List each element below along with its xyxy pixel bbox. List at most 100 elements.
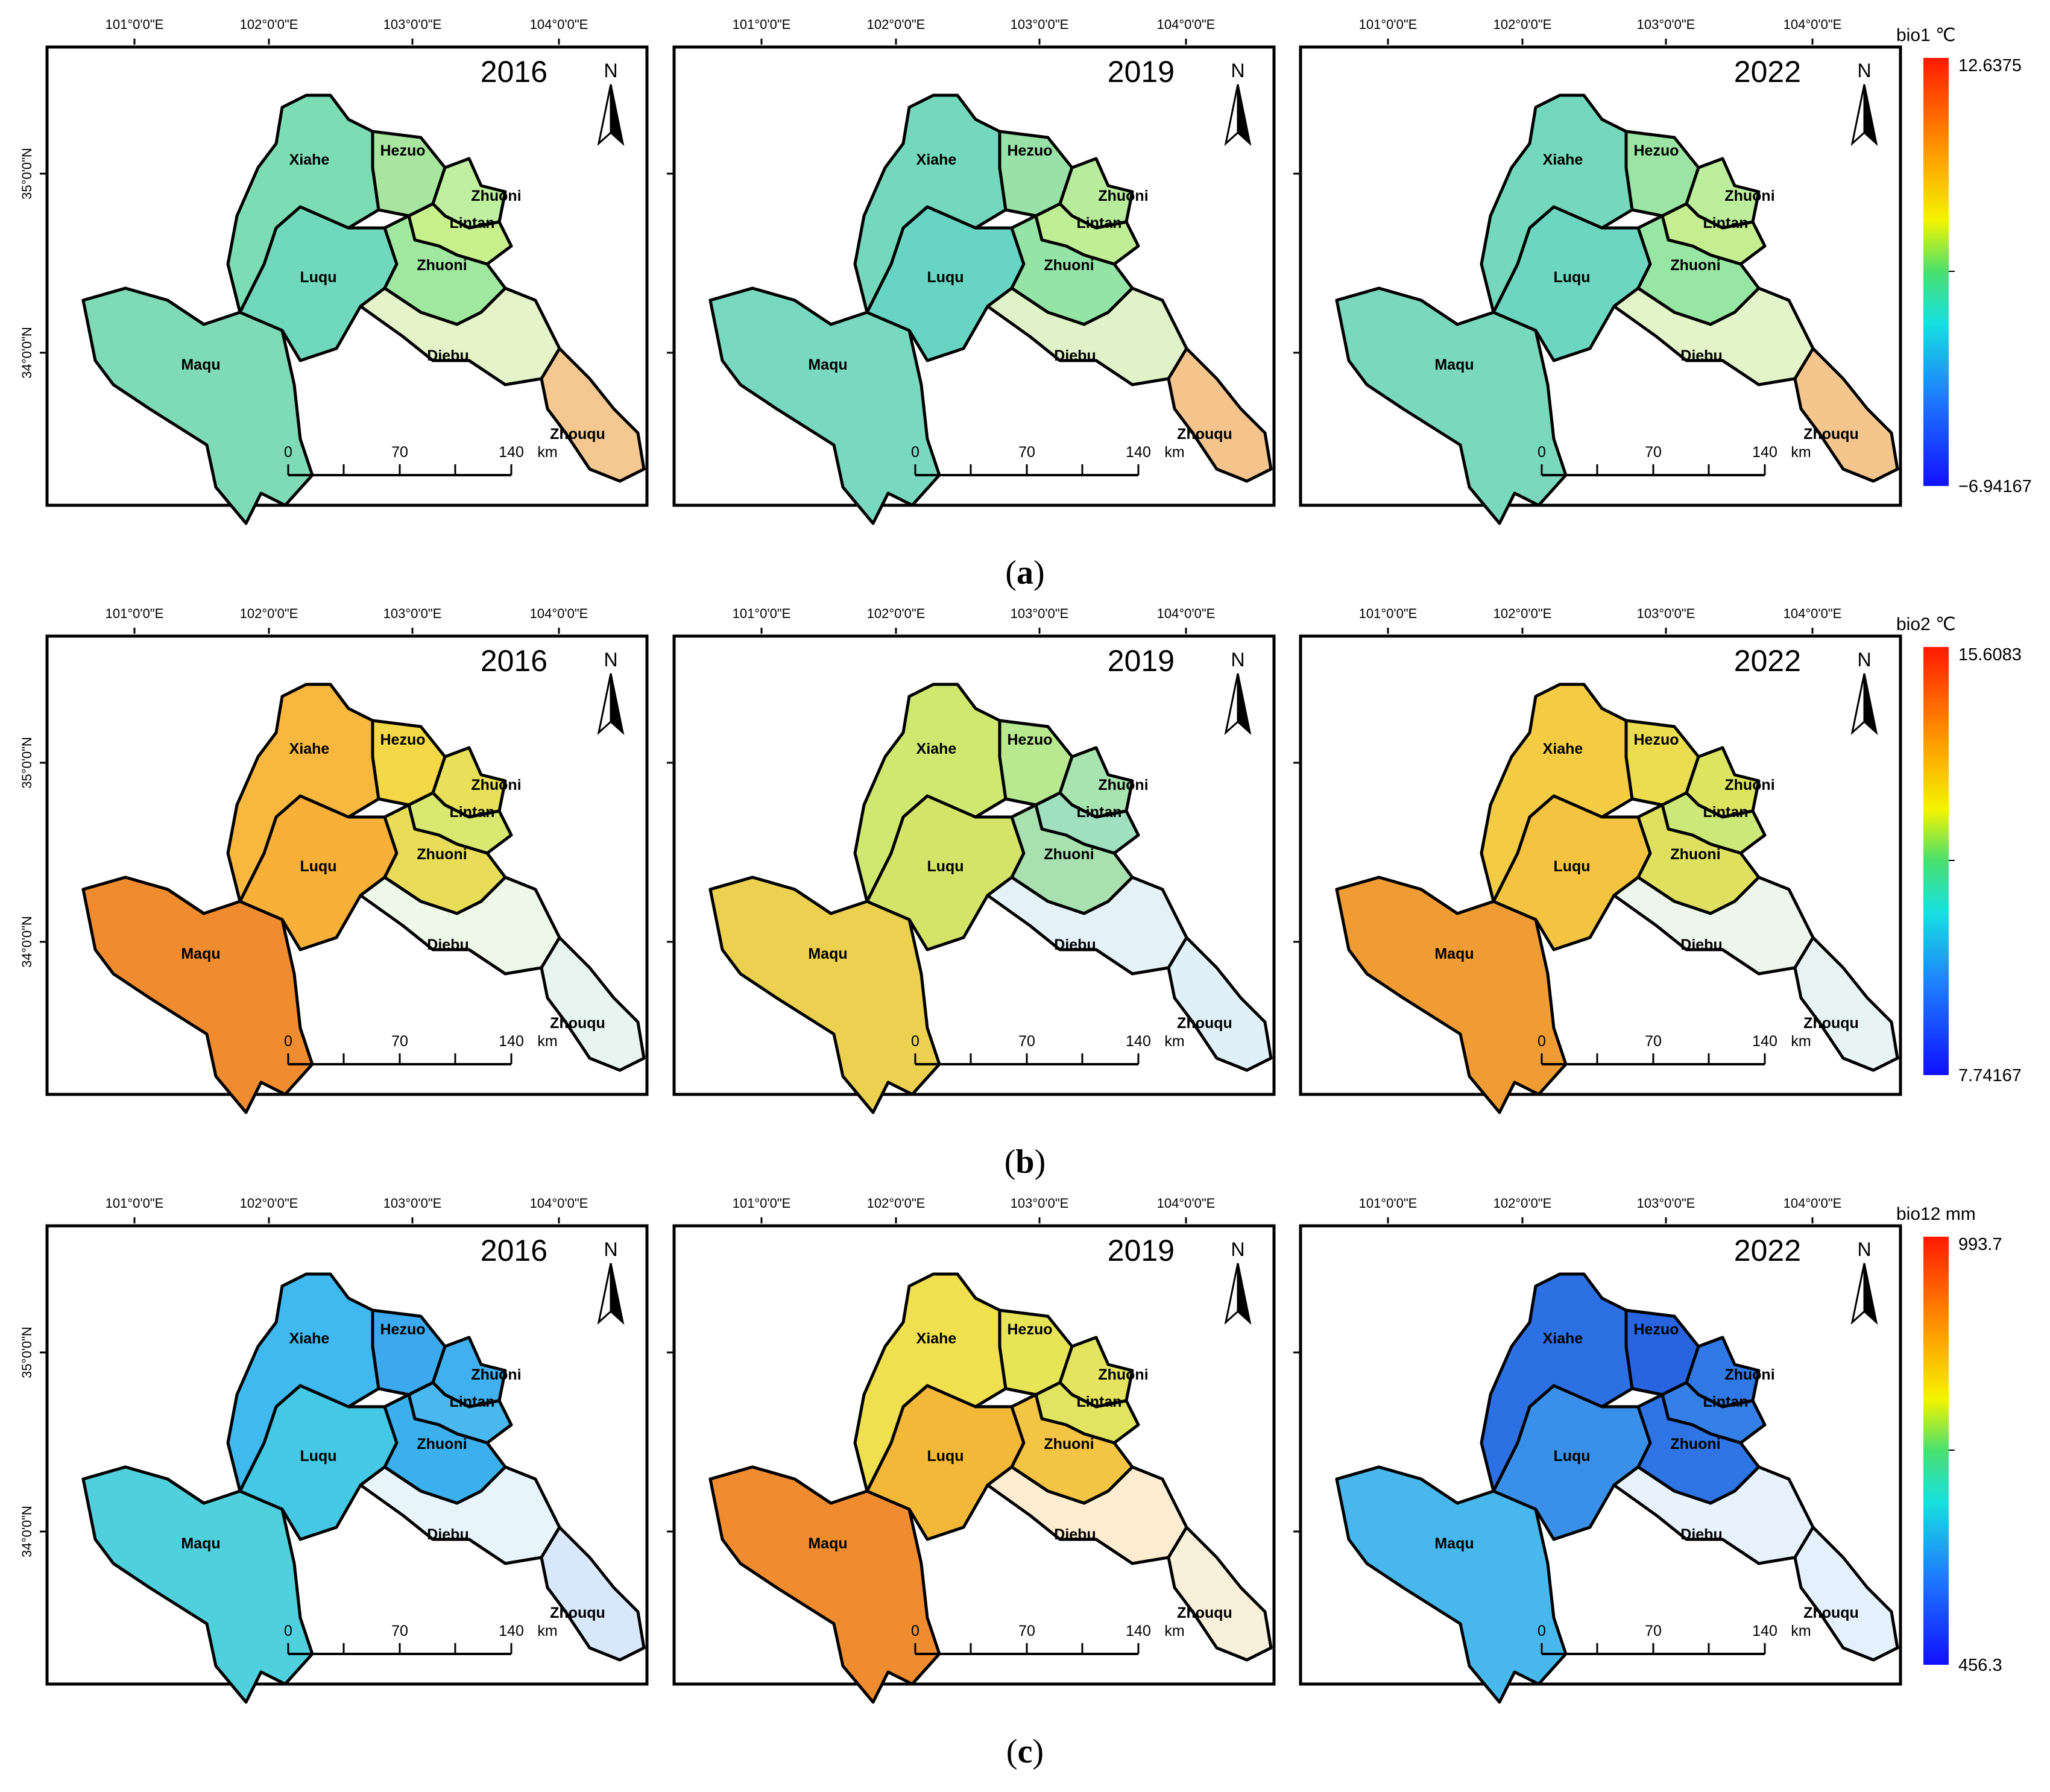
- lon-tick-label: 102°0'0"E: [1493, 17, 1552, 32]
- region-maqu: [81, 1465, 314, 1704]
- scale-tick-label: 140: [1126, 444, 1151, 461]
- row-b: 101°0'0"E 102°0'0"E 103°0'0"E 104°0'0"E 35°0…: [19, 606, 2022, 1181]
- north-arrow-icon: N: [1224, 1238, 1252, 1325]
- region-label: Maqu: [181, 1535, 220, 1552]
- region-label: Luqu: [300, 1448, 336, 1465]
- map-panel-bio12-2019: 101°0'0"E 102°0'0"E 103°0'0"E 104°0'0"E Xiah…: [667, 1196, 1276, 1704]
- scale-tick-label: 0: [284, 444, 292, 461]
- region-label: Zhouqu: [1177, 1015, 1232, 1032]
- map-panel-bio12-2022: 101°0'0"E 102°0'0"E 103°0'0"E 104°0'0"E Xiah…: [1293, 1196, 1902, 1704]
- lat-tick-label: 34°0'0"N: [19, 327, 34, 379]
- region-label: Zhouqu: [1803, 1015, 1859, 1032]
- legend-max: 15.6083: [1958, 645, 2022, 664]
- lon-tick-label: 103°0'0"E: [383, 1196, 442, 1211]
- legend-min: 456.3: [1958, 1656, 2002, 1675]
- north-label: N: [1231, 60, 1244, 81]
- region-label: Lintan: [1703, 215, 1749, 232]
- lat-tick-label: 35°0'0"N: [19, 148, 34, 200]
- county-regions: [81, 93, 646, 525]
- scale-tick-label: 70: [391, 444, 408, 461]
- north-arrow-icon: N: [597, 60, 625, 147]
- lat-tick-label: 35°0'0"N: [19, 1327, 34, 1378]
- region-label: Xiahe: [1543, 740, 1583, 757]
- year-label: 2019: [1108, 55, 1175, 89]
- lon-tick-label: 103°0'0"E: [383, 606, 442, 621]
- region-label: Zhuoni: [1098, 777, 1148, 793]
- scale-tick-label: 0: [911, 1033, 919, 1050]
- lon-tick-label: 101°0'0"E: [733, 1196, 791, 1211]
- region-label: Zhouqu: [1803, 426, 1859, 443]
- county-regions: [708, 1272, 1273, 1704]
- north-label: N: [604, 1238, 617, 1260]
- region-label: Zhuoni: [1724, 188, 1774, 204]
- region-maqu: [81, 286, 314, 525]
- region-label: Zhouqu: [550, 1604, 605, 1621]
- region-label: Luqu: [927, 1448, 964, 1465]
- lon-tick-label: 104°0'0"E: [1157, 1196, 1216, 1211]
- county-regions: [81, 1272, 646, 1704]
- lon-tick-label: 101°0'0"E: [1359, 606, 1418, 621]
- region-label: Xiahe: [289, 151, 330, 168]
- region-xiahe: [1480, 1272, 1634, 1493]
- lon-tick-label: 103°0'0"E: [1011, 1196, 1069, 1211]
- lon-tick-label: 104°0'0"E: [530, 17, 588, 32]
- scale-tick-label: 70: [1018, 444, 1035, 461]
- region-label: Hezuo: [380, 731, 426, 748]
- scale-tick-label: 70: [1645, 1033, 1662, 1050]
- scale-tick-label: 70: [391, 1623, 408, 1639]
- lon-tick-label: 103°0'0"E: [1637, 606, 1695, 621]
- lon-tick-label: 104°0'0"E: [1784, 17, 1842, 32]
- region-label: Hezuo: [1008, 1321, 1053, 1338]
- scale-tick-label: 140: [499, 444, 524, 461]
- year-label: 2022: [1734, 644, 1801, 678]
- north-arrow-icon: N: [1850, 649, 1878, 736]
- scale-tick-label: 0: [1538, 1033, 1546, 1050]
- scale-bar: 0 70 140 km: [284, 1033, 558, 1065]
- legend-max: 993.7: [1958, 1235, 2002, 1254]
- legend-colorbar: [1923, 1237, 1949, 1665]
- region-label: Zhuoni: [1098, 188, 1148, 204]
- north-arrow-icon: N: [1224, 649, 1252, 736]
- row-a: 101°0'0"E 102°0'0"E 103°0'0"E 104°0'0"E 35°0…: [19, 17, 2032, 592]
- year-label: 2016: [481, 55, 547, 89]
- region-zhouqu: [1793, 936, 1899, 1072]
- map-panel-bio1-2022: 101°0'0"E 102°0'0"E 103°0'0"E 104°0'0"E Xiah…: [1293, 17, 1902, 525]
- region-maqu: [1335, 875, 1568, 1114]
- region-label: Zhuoni: [1670, 1436, 1720, 1453]
- scale-tick-label: 140: [1126, 1033, 1151, 1050]
- lon-tick-label: 101°0'0"E: [1359, 17, 1418, 32]
- region-label: Luqu: [927, 269, 964, 286]
- lon-tick-label: 101°0'0"E: [733, 606, 791, 621]
- year-label: 2022: [1734, 1234, 1801, 1267]
- scale-tick-label: 0: [284, 1033, 292, 1050]
- scale-unit: km: [537, 1033, 557, 1050]
- region-label: Luqu: [1553, 1448, 1590, 1465]
- scale-bar: 0 70 140 km: [284, 444, 558, 476]
- region-label: Lintan: [450, 215, 495, 232]
- scale-tick-label: 0: [911, 1623, 919, 1639]
- region-label: Lintan: [1077, 804, 1122, 821]
- legend-min: 7.74167: [1958, 1066, 2022, 1085]
- legend-title: bio1 ℃: [1896, 25, 1956, 45]
- region-label: Luqu: [1553, 858, 1590, 875]
- lon-tick-label: 103°0'0"E: [1637, 1196, 1695, 1211]
- region-label: Zhouqu: [1177, 426, 1232, 443]
- north-label: N: [604, 649, 617, 670]
- region-label: Xiahe: [916, 1330, 957, 1347]
- lon-tick-label: 102°0'0"E: [1493, 1196, 1552, 1211]
- lon-tick-label: 102°0'0"E: [1493, 606, 1552, 621]
- region-label: Xiahe: [916, 740, 957, 757]
- region-zhouqu: [1167, 936, 1273, 1072]
- county-regions: [708, 93, 1273, 525]
- legend-colorbar: [1923, 58, 1949, 486]
- region-label: Hezuo: [1008, 142, 1053, 159]
- region-label: Xiahe: [1543, 1330, 1583, 1347]
- scale-bar: 0 70 140 km: [911, 1033, 1185, 1065]
- region-label: Lintan: [1077, 1393, 1122, 1410]
- region-label: Zhouqu: [1177, 1604, 1232, 1621]
- lon-tick-label: 102°0'0"E: [867, 606, 926, 621]
- region-label: Zhouqu: [1803, 1604, 1859, 1621]
- region-label: Hezuo: [1008, 731, 1053, 748]
- region-maqu: [1335, 286, 1568, 525]
- region-label: Maqu: [808, 356, 847, 373]
